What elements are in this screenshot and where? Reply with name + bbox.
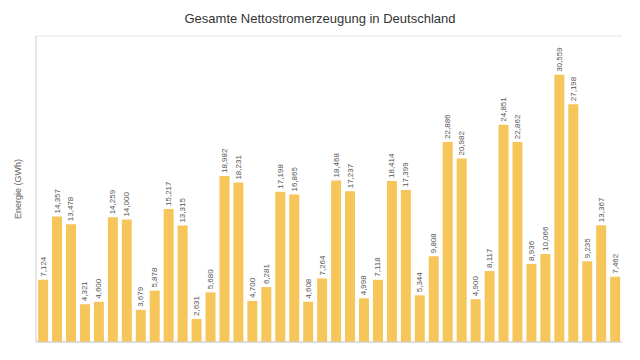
svg-text:4,321: 4,321 [80, 281, 89, 302]
svg-text:13,478: 13,478 [66, 196, 75, 221]
svg-text:24,851: 24,851 [499, 97, 508, 122]
svg-text:3,679: 3,679 [136, 286, 145, 307]
svg-text:22,862: 22,862 [513, 114, 522, 139]
svg-text:5,878: 5,878 [150, 267, 159, 288]
svg-text:10,066: 10,066 [541, 226, 550, 251]
svg-text:30,559: 30,559 [555, 47, 564, 72]
svg-text:18,982: 18,982 [220, 148, 229, 173]
svg-text:18,231: 18,231 [234, 155, 243, 180]
svg-text:27,198: 27,198 [569, 76, 578, 101]
svg-text:7,462: 7,462 [611, 253, 620, 274]
svg-text:14,357: 14,357 [53, 188, 62, 213]
svg-text:15,217: 15,217 [164, 181, 173, 206]
svg-text:4,608: 4,608 [304, 278, 313, 299]
svg-text:20,982: 20,982 [457, 131, 466, 156]
svg-text:9,235: 9,235 [583, 238, 592, 259]
svg-text:17,237: 17,237 [346, 163, 355, 188]
svg-text:4,998: 4,998 [359, 275, 368, 296]
svg-text:9,808: 9,808 [429, 233, 438, 254]
svg-text:13,367: 13,367 [597, 197, 606, 222]
svg-text:13,315: 13,315 [178, 198, 187, 223]
svg-text:14,000: 14,000 [122, 192, 131, 217]
svg-text:7,264: 7,264 [318, 255, 327, 276]
html-text:Gesamte Nettostromerzeugung in: Gesamte Nettostromerzeugung in Deutschla… [184, 11, 456, 26]
svg-text:6,281: 6,281 [262, 264, 271, 285]
svg-text:7,124: 7,124 [39, 256, 48, 277]
svg-text:17,198: 17,198 [276, 164, 285, 189]
svg-text:4,600: 4,600 [94, 278, 103, 299]
svg-text:8,936: 8,936 [527, 240, 536, 261]
svg-text:8,117: 8,117 [485, 248, 494, 268]
svg-text:5,680: 5,680 [206, 269, 215, 290]
svg-text:2,631: 2,631 [192, 295, 201, 316]
svg-text:5,344: 5,344 [415, 272, 424, 293]
svg-text:22,886: 22,886 [443, 114, 452, 139]
svg-text:4,900: 4,900 [471, 276, 480, 297]
svg-text:16,865: 16,865 [290, 167, 299, 192]
svg-text:7,118: 7,118 [373, 257, 382, 277]
svg-text:14,259: 14,259 [108, 189, 117, 214]
svg-text:18,414: 18,414 [387, 153, 396, 178]
svg-text:Energie (GWh): Energie (GWh) [13, 159, 23, 219]
svg-text:18,468: 18,468 [332, 153, 341, 178]
svg-text:17,399: 17,399 [401, 162, 410, 187]
svg-text:4,700: 4,700 [248, 277, 257, 298]
